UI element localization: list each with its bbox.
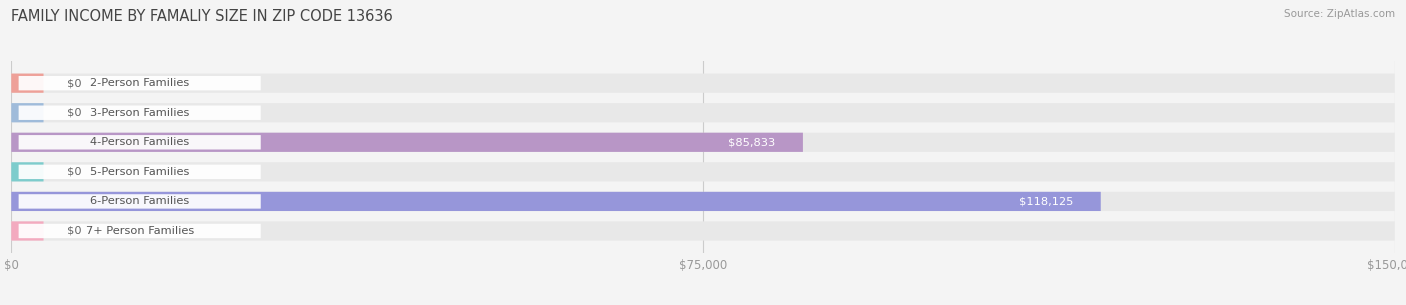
FancyBboxPatch shape bbox=[18, 135, 260, 149]
Text: $118,125: $118,125 bbox=[1019, 196, 1073, 206]
FancyBboxPatch shape bbox=[11, 162, 44, 181]
FancyBboxPatch shape bbox=[11, 192, 1395, 211]
FancyBboxPatch shape bbox=[11, 162, 1395, 181]
FancyBboxPatch shape bbox=[11, 133, 803, 152]
Text: 3-Person Families: 3-Person Families bbox=[90, 108, 190, 118]
Text: $0: $0 bbox=[66, 167, 82, 177]
FancyBboxPatch shape bbox=[11, 192, 1101, 211]
FancyBboxPatch shape bbox=[11, 74, 44, 93]
FancyBboxPatch shape bbox=[11, 74, 1395, 93]
Text: $0: $0 bbox=[66, 226, 82, 236]
Text: Source: ZipAtlas.com: Source: ZipAtlas.com bbox=[1284, 9, 1395, 19]
Text: $85,833: $85,833 bbox=[728, 137, 775, 147]
Text: FAMILY INCOME BY FAMALIY SIZE IN ZIP CODE 13636: FAMILY INCOME BY FAMALIY SIZE IN ZIP COD… bbox=[11, 9, 394, 24]
Text: 5-Person Families: 5-Person Families bbox=[90, 167, 190, 177]
FancyBboxPatch shape bbox=[11, 103, 44, 122]
FancyBboxPatch shape bbox=[11, 221, 1395, 241]
Text: 2-Person Families: 2-Person Families bbox=[90, 78, 190, 88]
Text: 4-Person Families: 4-Person Families bbox=[90, 137, 190, 147]
FancyBboxPatch shape bbox=[11, 133, 1395, 152]
Text: 7+ Person Families: 7+ Person Families bbox=[86, 226, 194, 236]
FancyBboxPatch shape bbox=[11, 221, 44, 241]
FancyBboxPatch shape bbox=[18, 224, 260, 238]
FancyBboxPatch shape bbox=[11, 103, 1395, 122]
Text: $0: $0 bbox=[66, 78, 82, 88]
FancyBboxPatch shape bbox=[18, 165, 260, 179]
Text: 6-Person Families: 6-Person Families bbox=[90, 196, 190, 206]
Text: $0: $0 bbox=[66, 108, 82, 118]
FancyBboxPatch shape bbox=[18, 76, 260, 90]
FancyBboxPatch shape bbox=[18, 194, 260, 209]
FancyBboxPatch shape bbox=[18, 106, 260, 120]
